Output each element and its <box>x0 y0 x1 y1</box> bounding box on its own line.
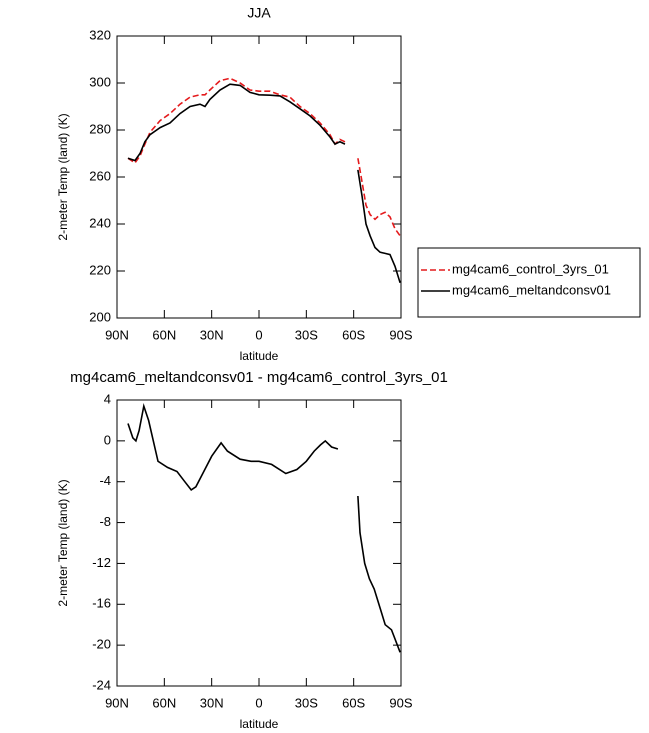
data-line <box>127 402 401 653</box>
plot-frame <box>116 399 402 687</box>
x-tick-label: 60N <box>152 695 176 710</box>
x-tick-label: 30S <box>295 695 318 710</box>
plot-frame <box>116 35 402 319</box>
x-tick-label: 0 <box>255 327 262 342</box>
x-axis-label: latitude <box>240 349 279 363</box>
y-tick-label: 240 <box>89 215 111 230</box>
y-tick-label: -20 <box>92 637 111 652</box>
y-tick-label: 0 <box>104 432 111 447</box>
y-tick-label: 300 <box>89 74 111 89</box>
y-tick-label: 320 <box>89 27 111 42</box>
data-line <box>127 77 401 237</box>
y-tick-label: 280 <box>89 121 111 136</box>
x-tick-label: 90N <box>105 695 129 710</box>
x-tick-label: 60S <box>342 327 365 342</box>
y-tick-label: -24 <box>92 677 111 692</box>
y-tick-label: 200 <box>89 309 111 324</box>
legend-label: mg4cam6_meltandconsv01 <box>452 282 611 297</box>
x-tick-label: 30N <box>200 695 224 710</box>
x-tick-label: 90N <box>105 327 129 342</box>
x-tick-label: 30S <box>295 327 318 342</box>
chart-title: mg4cam6_meltandconsv01 - mg4cam6_control… <box>70 369 448 386</box>
legend-box <box>417 247 641 318</box>
y-axis-label: 2-meter Temp (land) (K) <box>56 113 70 240</box>
x-tick-label: 90S <box>389 327 412 342</box>
chart-title: JJA <box>247 5 271 21</box>
x-tick-label: 30N <box>200 327 224 342</box>
x-tick-label: 60N <box>152 327 176 342</box>
data-line <box>127 83 401 284</box>
x-tick-label: 60S <box>342 695 365 710</box>
legend-label: mg4cam6_control_3yrs_01 <box>452 261 609 276</box>
y-axis-label: 2-meter Temp (land) (K) <box>56 479 70 606</box>
y-tick-label: -4 <box>99 473 111 488</box>
y-tick-label: -8 <box>99 514 111 529</box>
y-tick-label: -16 <box>92 596 111 611</box>
x-axis-label: latitude <box>240 717 279 731</box>
y-tick-label: 260 <box>89 168 111 183</box>
y-tick-label: 220 <box>89 262 111 277</box>
y-tick-label: 4 <box>104 391 111 406</box>
x-tick-label: 90S <box>389 695 412 710</box>
x-tick-label: 0 <box>255 695 262 710</box>
y-tick-label: -12 <box>92 555 111 570</box>
